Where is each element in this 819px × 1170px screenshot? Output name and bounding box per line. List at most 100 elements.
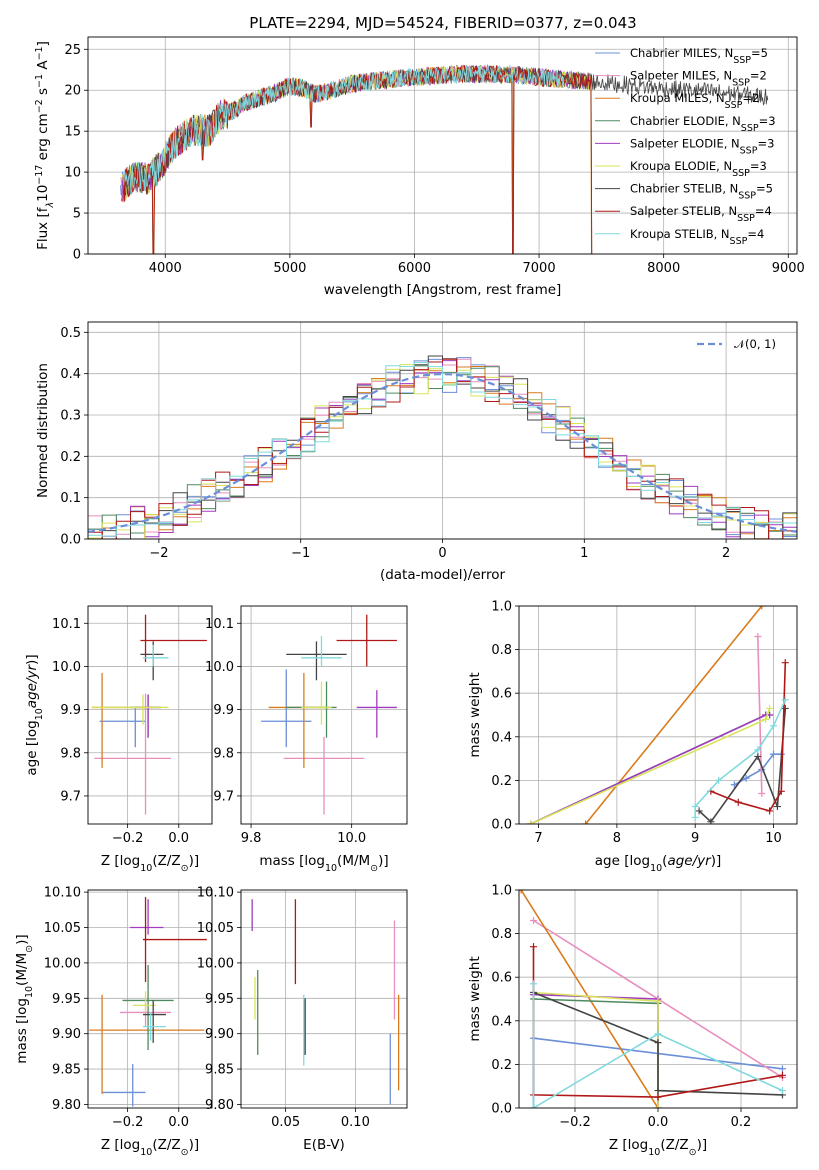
axes-frame <box>87 605 213 825</box>
y-tick-label: 10.1 <box>205 617 234 632</box>
x-tick-label: 0 <box>438 546 446 561</box>
label-part: Salpeter ELODIE, N <box>630 136 740 150</box>
label-part: −1 <box>34 46 45 60</box>
y-tick-label: 0.2 <box>60 450 81 465</box>
series-marker <box>770 750 778 758</box>
x-tick-label: 9 <box>691 831 699 846</box>
series-chabrier-stelib <box>695 704 789 824</box>
y-tick-label: 1.0 <box>491 600 512 615</box>
y-tick-label: 9.90 <box>205 1027 234 1042</box>
point-salpeter-elodie <box>135 694 161 738</box>
series-marker <box>527 820 535 824</box>
normal-curve <box>88 372 797 533</box>
label-part: =4 <box>755 204 772 218</box>
series-kroupa-stelib <box>691 696 789 821</box>
legend-entry: 𝒩(0, 1) <box>734 337 776 351</box>
histogram-chabrier-stelib <box>88 355 797 539</box>
panel-mass_vs_Z: −0.2 0.0 9.80 9.85 9.90 9.95 10.00 10.05 10.10 Z … <box>14 886 213 1158</box>
point-kroupa-miles <box>91 672 154 768</box>
label-part: )] <box>711 853 722 869</box>
x-axis-label: age [log10(age/yr)] <box>595 853 721 874</box>
series-marker <box>654 997 662 1005</box>
axes-frame <box>87 889 213 1109</box>
point-chabrier-miles <box>99 708 146 748</box>
y-tick-label: 10.0 <box>205 660 234 675</box>
series-kroupa-elodie <box>530 988 662 1108</box>
label-part: Z [log <box>609 1137 648 1153</box>
label-part: SSP <box>741 122 759 133</box>
y-tick-label: 20 <box>64 84 81 99</box>
point-kroupa-miles <box>89 994 205 1094</box>
series-salpeter-elodie <box>527 711 774 824</box>
x-tick-label: −0.2 <box>112 831 144 846</box>
label-part: A <box>35 60 51 74</box>
axes-frame <box>240 605 408 825</box>
label-part: Chabrier ELODIE, N <box>630 114 741 128</box>
series-kroupa-miles <box>582 606 766 824</box>
spectrum-salpeter-stelib <box>122 65 593 254</box>
series-marker <box>654 1093 662 1101</box>
series-marker <box>654 1104 662 1108</box>
series-marker <box>654 1087 662 1095</box>
y-tick-label: 0.3 <box>60 409 81 424</box>
series-marker <box>530 980 538 988</box>
label-part: SSP <box>730 235 748 246</box>
y-axis-label: Flux [fλ10−17 erg cm−2 s−1 A−1] <box>34 41 56 250</box>
axes-frame <box>518 889 798 1109</box>
point-kroupa-stelib <box>142 644 169 667</box>
label-part: age/yr <box>667 853 712 869</box>
x-tick-label: −1 <box>291 546 310 561</box>
x-tick-label: −0.2 <box>112 1115 144 1130</box>
series-marker <box>691 813 699 821</box>
point-kroupa-stelib <box>142 1012 166 1041</box>
point-kroupa-elodie <box>301 681 332 725</box>
label-part: =2 <box>750 69 767 83</box>
y-tick-label: 10.1 <box>52 617 81 632</box>
point-kroupa-elodie <box>91 694 169 725</box>
label-part: 10 <box>34 708 45 720</box>
x-tick-label: 0.0 <box>648 1115 669 1130</box>
label-part: (Z/Z <box>152 1137 180 1153</box>
series-marker <box>781 696 789 704</box>
panel-spectrum: 4000 5000 6000 7000 8000 9000 0 5 10 15 20 25 wavele… <box>34 36 805 298</box>
y-tick-label: 10.10 <box>197 886 234 901</box>
point-salpeter-stelib <box>336 614 397 667</box>
y-tick-label: 9.8 <box>213 746 234 761</box>
label-part: SSP <box>725 100 743 111</box>
label-part: 10 <box>24 986 35 998</box>
series-line <box>533 991 783 1096</box>
series-marker <box>773 803 781 811</box>
series-marker <box>654 1039 662 1047</box>
label-part: ⊙ <box>689 1147 697 1158</box>
label-part: mass [log <box>14 998 30 1064</box>
point-salpeter-stelib <box>140 614 207 663</box>
point-chabrier-miles <box>102 1064 146 1107</box>
label-part: Salpeter MILES, N <box>630 69 732 83</box>
y-tick-label: 0.1 <box>60 491 81 506</box>
x-axis-label: Z [log10(Z/Z⊙)] <box>609 1137 707 1158</box>
label-part: 10 <box>648 1147 660 1158</box>
x-tick-label: 10 <box>765 831 782 846</box>
label-part: s <box>35 88 51 99</box>
y-axis-label: Normed distribution <box>35 363 51 498</box>
y-tick-label: 9.90 <box>52 1027 81 1042</box>
x-axis-label: mass [log10(M/M⊙)] <box>259 853 388 874</box>
figure-title: PLATE=2294, MJD=54524, FIBERID=0377, z=0… <box>249 14 636 32</box>
panel-mass_weight_vs_Z: −0.2 0.0 0.2 0.0 0.2 0.4 0.6 0.8 1.0 Z [log10(Z/Z… <box>467 884 798 1158</box>
label-part: Chabrier STELIB, N <box>630 182 738 196</box>
label-part: =5 <box>756 182 773 196</box>
y-tick-label: 9.80 <box>205 1098 234 1113</box>
series-line <box>520 890 659 1108</box>
y-tick-label: 0.8 <box>491 927 512 942</box>
y-tick-label: 0.4 <box>491 1014 512 1029</box>
label-part: )] <box>697 1137 708 1153</box>
label-part: ⊙ <box>181 863 189 874</box>
series-chabrier-elodie <box>530 995 662 1108</box>
y-tick-label: 10.05 <box>44 921 81 936</box>
y-tick-label: 9.8 <box>60 746 81 761</box>
label-part: 10 <box>325 863 337 874</box>
y-tick-label: 0.6 <box>491 971 512 986</box>
point-salpeter-stelib <box>142 897 207 983</box>
y-tick-label: 0.0 <box>60 533 81 548</box>
